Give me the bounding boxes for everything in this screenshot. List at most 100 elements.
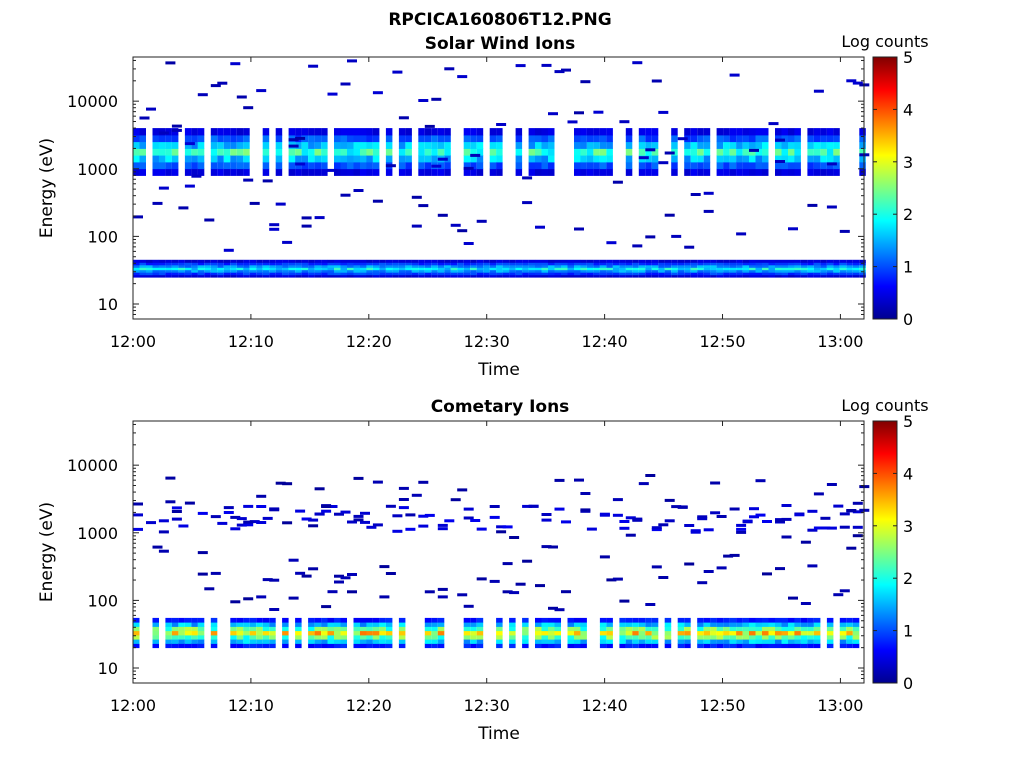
heatmap-cell: [411, 493, 422, 497]
heatmap-cell: [632, 643, 639, 649]
heatmap-cell: [385, 168, 393, 176]
heatmap-cell: [217, 264, 224, 268]
heatmap-cell: [334, 634, 341, 640]
heatmap-cell: [262, 630, 270, 636]
heatmap-cell: [612, 267, 620, 271]
heatmap-cell: [586, 264, 594, 268]
heatmap-cell: [308, 524, 319, 528]
heatmap-cell: [859, 262, 866, 266]
heatmap-cell: [651, 134, 659, 143]
heatmap-cell: [314, 274, 322, 278]
heatmap-cell: [775, 617, 782, 623]
heatmap-cell: [314, 626, 322, 632]
heatmap-cell: [470, 267, 477, 271]
heatmap-cell: [152, 141, 159, 149]
heatmap-cell: [703, 269, 711, 273]
heatmap-cell: [327, 590, 338, 594]
heatmap-cell: [800, 643, 808, 649]
heatmap-cell: [236, 148, 244, 156]
heatmap-cell: [684, 562, 695, 566]
heatmap-cell: [197, 155, 205, 163]
heatmap-cell: [846, 643, 853, 649]
heatmap-cell: [509, 272, 516, 276]
heatmap-cell: [813, 630, 821, 636]
heatmap-cell: [826, 155, 834, 163]
heatmap-cell: [463, 262, 471, 266]
heatmap-cell: [366, 264, 373, 268]
heatmap-cell: [197, 259, 205, 263]
heatmap-cell: [697, 581, 708, 585]
heatmap-cell: [489, 272, 497, 276]
heatmap-cell: [197, 572, 208, 576]
heatmap-cell: [171, 510, 182, 513]
heatmap-cell: [269, 630, 276, 636]
heatmap-cell: [788, 155, 795, 163]
heatmap-cell: [619, 622, 626, 627]
heatmap-cell: [295, 509, 306, 513]
heatmap-cell: [723, 262, 730, 266]
heatmap-cell: [736, 134, 743, 143]
heatmap-cell: [366, 168, 373, 176]
heatmap-cell: [612, 264, 620, 268]
heatmap-cell: [133, 141, 140, 149]
heatmap-cell: [515, 264, 523, 268]
heatmap-cell: [321, 262, 328, 266]
heatmap-cell: [340, 148, 347, 156]
heatmap-cell: [593, 148, 600, 156]
heatmap-cell: [781, 274, 788, 278]
heatmap-cell: [638, 269, 646, 273]
heatmap-cell: [762, 639, 769, 644]
heatmap-cell: [340, 643, 347, 649]
heatmap-cell: [171, 267, 179, 271]
heatmap-cell: [839, 589, 850, 593]
heatmap-cell: [249, 639, 257, 644]
heatmap-cell: [561, 259, 568, 263]
heatmap-cell: [360, 626, 367, 632]
heatmap-cell: [580, 259, 587, 263]
heatmap-cell: [762, 617, 769, 623]
heatmap-cell: [775, 168, 782, 176]
heatmap-cell: [450, 262, 458, 266]
heatmap-cell: [522, 634, 529, 640]
heatmap-cell: [749, 630, 756, 636]
heatmap-cell: [813, 267, 821, 271]
heatmap-cell: [788, 168, 795, 176]
heatmap-cell: [788, 134, 795, 143]
heatmap-cell: [703, 134, 711, 143]
heatmap-cell: [204, 272, 211, 276]
heatmap-cell: [749, 264, 756, 268]
heatmap-cell: [223, 506, 234, 510]
heatmap-cell: [269, 508, 280, 512]
heatmap-cell: [288, 155, 296, 163]
heatmap-cell: [418, 161, 425, 170]
heatmap-cell: [301, 269, 309, 273]
heatmap-cell: [580, 643, 587, 649]
heatmap-cell: [800, 630, 808, 636]
heatmap-cell: [411, 269, 419, 273]
heatmap-cell: [463, 272, 471, 276]
heatmap-cell: [716, 262, 724, 266]
heatmap-cell: [586, 267, 594, 271]
heatmap-cell: [223, 511, 234, 514]
heatmap-cell: [846, 509, 857, 512]
heatmap-cell: [632, 630, 639, 636]
heatmap-cell: [716, 161, 724, 170]
heatmap-cell: [476, 141, 484, 149]
heatmap-cell: [651, 269, 659, 273]
heatmap-cell: [794, 634, 801, 640]
heatmap-cell: [398, 128, 406, 136]
heatmap-cell: [385, 269, 393, 273]
heatmap-cell: [444, 519, 455, 523]
heatmap-cell: [606, 134, 613, 143]
heatmap-cell: [697, 264, 704, 268]
heatmap-cell: [191, 128, 198, 136]
heatmap-cell: [431, 643, 438, 649]
heatmap-cell: [794, 622, 801, 627]
heatmap-cell: [496, 262, 503, 266]
heatmap-cell: [321, 617, 328, 623]
heatmap-cell: [684, 274, 691, 278]
heatmap-cell: [146, 259, 153, 263]
heatmap-cell: [690, 272, 698, 276]
heatmap-cell: [749, 622, 756, 627]
heatmap-cell: [775, 626, 782, 632]
